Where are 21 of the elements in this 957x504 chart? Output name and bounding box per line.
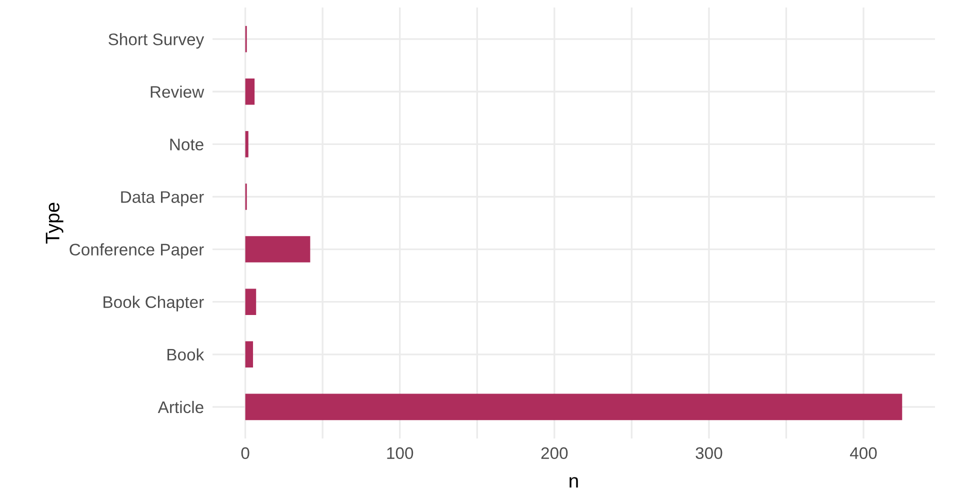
bar bbox=[245, 236, 310, 262]
y-tick-label: Review bbox=[150, 86, 204, 98]
y-axis-title: Type bbox=[46, 202, 64, 244]
x-tick-label: 200 bbox=[541, 447, 568, 460]
y-tick-label: Article bbox=[158, 400, 204, 414]
x-axis-title: n bbox=[570, 477, 578, 488]
bar bbox=[245, 288, 256, 315]
x-tick-label: 0 bbox=[241, 447, 250, 460]
bar bbox=[245, 131, 248, 158]
y-tick-label: Note bbox=[170, 138, 204, 150]
bar bbox=[245, 78, 255, 105]
x-tick-label: 400 bbox=[850, 447, 877, 460]
bar bbox=[245, 341, 254, 368]
x-tick-label: 300 bbox=[696, 447, 722, 460]
y-tick-label: Data Paper bbox=[121, 191, 204, 206]
y-tick-label: Book Chapter bbox=[104, 296, 204, 312]
y-tick-label: Conference Paper bbox=[70, 243, 204, 259]
y-tick-label: Book bbox=[168, 348, 204, 361]
x-tick-label: 100 bbox=[387, 447, 414, 460]
y-tick-label: Short Survey bbox=[108, 33, 204, 49]
bar bbox=[245, 394, 902, 420]
